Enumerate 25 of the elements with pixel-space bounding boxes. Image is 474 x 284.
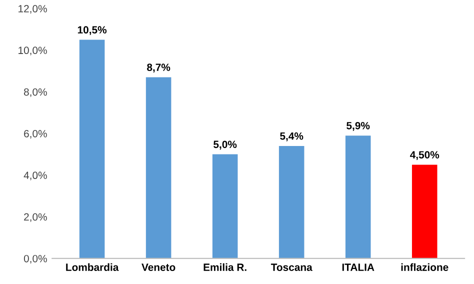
bar <box>146 77 172 258</box>
x-tick-label: Emilia R. <box>204 263 246 271</box>
x-tick-label: Lombardia <box>66 263 119 271</box>
data-label: 5,0% <box>214 140 237 150</box>
data-label: 5,4% <box>280 132 304 142</box>
y-tick-label: 12,0% <box>18 5 47 14</box>
bar <box>345 136 371 258</box>
y-tick-label: 4,0% <box>24 172 47 180</box>
x-tick-label: Toscana <box>270 264 312 271</box>
y-tick-label: 10,0% <box>18 46 47 56</box>
bar <box>278 146 304 258</box>
bar <box>212 154 238 258</box>
x-tick-label: Veneto <box>142 264 176 271</box>
data-label: 5,9% <box>346 122 370 131</box>
y-tick-label: 6,0% <box>24 130 47 139</box>
data-label: 10,5% <box>78 26 107 36</box>
y-tick-label: 2,0% <box>24 213 47 222</box>
x-tick-label: inflazione <box>401 263 448 271</box>
y-tick-label: 0,0% <box>24 254 47 264</box>
data-label: 4,50% <box>410 151 440 160</box>
x-tick-label: ITALIA <box>342 264 374 271</box>
bar <box>79 40 105 258</box>
y-tick-label: 8,0% <box>24 88 47 97</box>
data-label: 8,7% <box>147 64 170 73</box>
bar <box>412 164 438 258</box>
